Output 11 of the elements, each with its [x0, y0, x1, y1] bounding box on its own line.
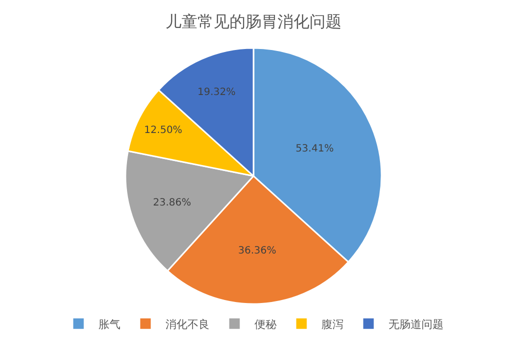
- data-label: 19.32%: [198, 87, 236, 98]
- legend-label: 便秘: [254, 318, 276, 331]
- legend-label: 胀气: [98, 318, 120, 331]
- chart-title: 儿童常见的肠胃消化问题: [166, 12, 342, 31]
- data-label: 36.36%: [238, 245, 276, 256]
- legend-label: 无肠道问题: [388, 318, 444, 331]
- data-label: 12.50%: [144, 125, 182, 136]
- legend-label: 消化不良: [166, 318, 210, 331]
- data-label: 53.41%: [296, 143, 334, 154]
- legend-label: 腹泻: [322, 318, 344, 331]
- data-label: 23.86%: [153, 197, 192, 208]
